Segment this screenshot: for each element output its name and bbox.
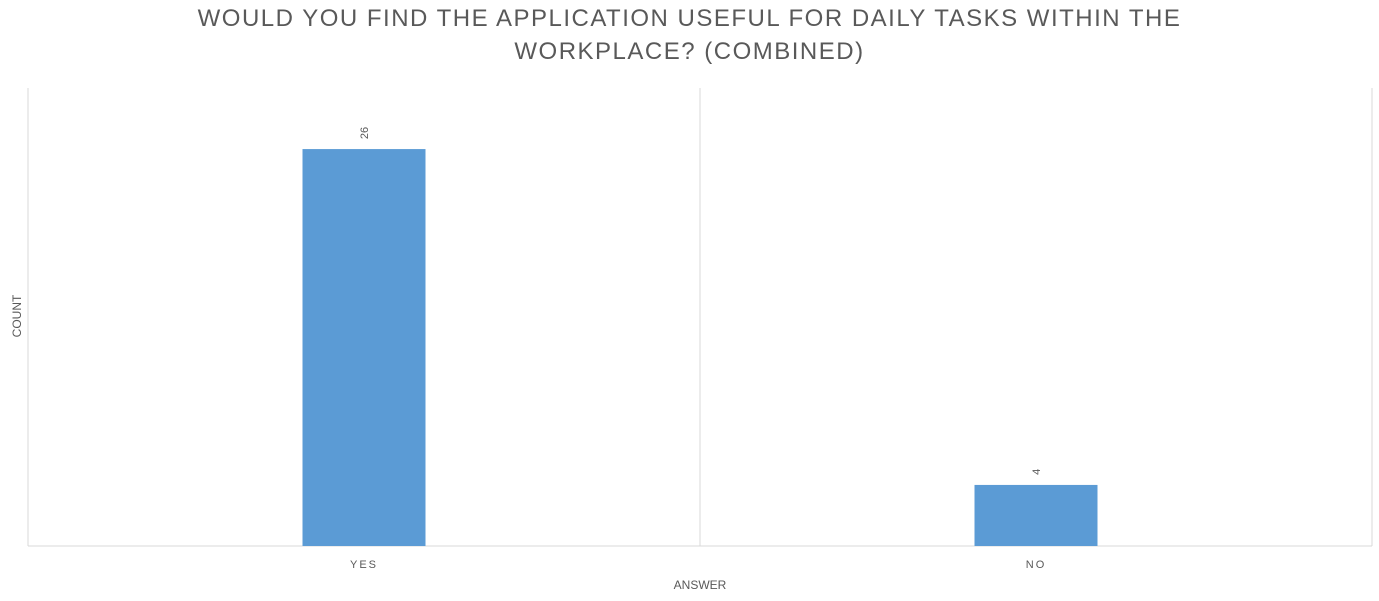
chart-title-line-1: WOULD YOU FIND THE APPLICATION USEFUL FO… [197, 5, 1182, 32]
chart-title-line-2: WORKPLACE? (COMBINED) [514, 38, 865, 65]
bar-yes [302, 149, 426, 547]
chart-labels: 26 YES 4 NO [350, 127, 1047, 571]
tick-label-no: NO [1026, 559, 1047, 571]
x-axis-title: ANSWER [674, 578, 727, 592]
bar-no [974, 484, 1098, 546]
chart-bars [302, 149, 1098, 547]
data-label-no: 4 [1031, 469, 1043, 475]
tick-label-yes: YES [350, 559, 378, 571]
data-label-yes: 26 [359, 127, 371, 139]
y-axis-title: COUNT [10, 294, 24, 337]
chart-title: WOULD YOU FIND THE APPLICATION USEFUL FO… [0, 2, 1379, 68]
chart-gridlines [27, 88, 1373, 547]
